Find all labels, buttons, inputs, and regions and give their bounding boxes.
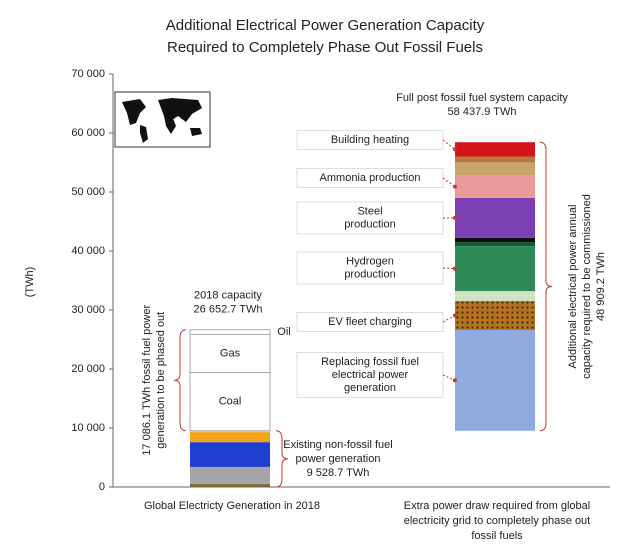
annotation-label: EV fleet charging (328, 316, 412, 328)
bar-segment (455, 242, 535, 247)
annotation-label: Hydrogen (346, 255, 394, 267)
y-tick-label: 70 000 (71, 68, 105, 80)
brace (275, 430, 289, 488)
bar-segment (190, 432, 270, 443)
x-category-label: Global Electricty Generation in 2018 (144, 500, 320, 512)
arrow-head (453, 147, 457, 152)
annotation-arrow (442, 177, 456, 188)
brace-label: 17 086.1 TWh fossil fuel power (141, 305, 153, 456)
bar-segment (455, 156, 535, 163)
y-tick-label: 60 000 (71, 127, 105, 139)
y-tick-label: 0 (99, 481, 105, 493)
annotation-arrow (442, 315, 456, 323)
bar-segment (455, 329, 535, 431)
arrow-head (453, 184, 457, 189)
annotation-label: production (344, 218, 395, 230)
bar-segment (189, 329, 271, 336)
bar-total-label: 58 437.9 TWh (448, 106, 517, 118)
bar-segment (190, 466, 270, 485)
annotation-box (296, 251, 444, 285)
annotation-label: Ammonia production (320, 172, 421, 184)
bar-segment (190, 442, 270, 467)
brace-label: 9 528.7 TWh (307, 467, 370, 479)
bar-total-label: Full post fossil fuel system capacity (396, 92, 568, 104)
brace-label: power generation (295, 453, 380, 465)
bar-segment (455, 175, 535, 198)
brace-label: generation to be phased out (155, 312, 167, 449)
segment-label: Coal (219, 395, 242, 407)
brace-label: 48 909.2 TWh (595, 252, 607, 321)
annotation-label: electrical power (332, 369, 409, 381)
y-tick-label: 40 000 (71, 245, 105, 257)
world-map (114, 91, 211, 148)
bar-segment (455, 197, 535, 238)
annotation-label: Replacing fossil fuel (321, 356, 419, 368)
annotation-arrow (442, 139, 456, 150)
bar-segment (455, 142, 535, 157)
bar-segment (455, 301, 535, 330)
annotation-box (296, 201, 444, 235)
bar-segment (190, 484, 270, 487)
y-tick-label: 10 000 (71, 422, 105, 434)
annotation-label: generation (344, 382, 396, 394)
bar-total-label: 2018 capacity (194, 290, 262, 302)
annotation-label: Steel (357, 205, 382, 217)
bar-segment (455, 237, 535, 243)
chart-title: Required to Completely Phase Out Fossil … (167, 39, 483, 56)
bar-segment (455, 246, 535, 292)
y-tick-label: 30 000 (71, 304, 105, 316)
segment-label: Oil (277, 326, 290, 338)
arrow-head (453, 266, 457, 271)
bar-segment (190, 430, 270, 433)
arrow-head (453, 313, 457, 318)
bar-segment (189, 371, 271, 432)
y-tick-label: 20 000 (71, 363, 105, 375)
y-axis-label: (TWh) (24, 267, 36, 298)
annotation-box (296, 352, 444, 398)
segment-label: Gas (220, 347, 241, 359)
brace (173, 329, 187, 432)
arrow-head (453, 378, 457, 383)
annotation-label: Building heating (331, 134, 409, 146)
y-tick-label: 50 000 (71, 186, 105, 198)
chart-title: Additional Electrical Power Generation C… (166, 17, 485, 34)
brace-label: Additional electrical power annual (567, 205, 579, 369)
bar-segment (455, 162, 535, 176)
brace-label: Existing non-fossil fuel (283, 439, 392, 451)
annotation-label: production (344, 268, 395, 280)
brace-label: capacity required to be commissioned (581, 194, 593, 379)
brace (539, 141, 553, 432)
arrow-head (453, 215, 457, 220)
x-category-label: Extra power draw required from global ele… (404, 500, 590, 542)
bar-total-label: 26 652.7 TWh (194, 304, 263, 316)
bar-segment (455, 291, 535, 302)
